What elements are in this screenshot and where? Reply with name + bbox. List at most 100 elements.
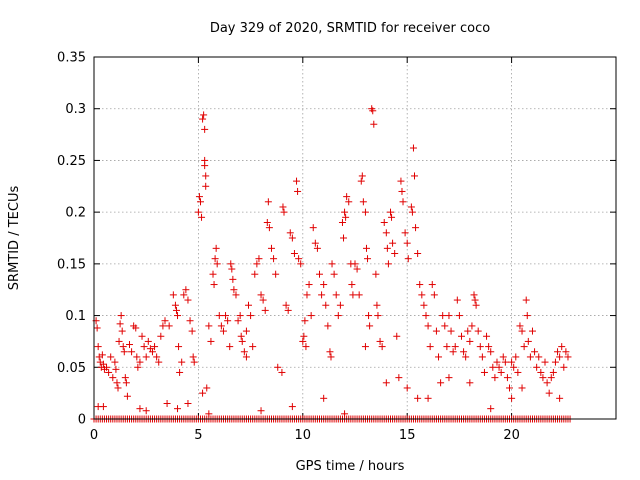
y-tick-label: 0.15 (57, 257, 86, 272)
data-point (299, 337, 307, 345)
data-point (205, 410, 213, 418)
data-point (199, 389, 207, 397)
data-point (439, 312, 447, 320)
data-point (499, 353, 507, 361)
data-point (493, 358, 501, 366)
data-point (117, 312, 125, 320)
data-point (485, 343, 493, 351)
data-point (120, 348, 128, 356)
data-point (175, 343, 183, 351)
data-point (98, 351, 106, 359)
data-point (203, 384, 211, 392)
data-point (537, 368, 545, 376)
data-point (99, 403, 107, 411)
data-point (247, 312, 255, 320)
data-point (178, 358, 186, 366)
data-point (212, 244, 220, 252)
data-point (560, 363, 568, 371)
data-point (549, 368, 557, 376)
data-point (518, 327, 526, 335)
data-point (140, 343, 148, 351)
data-point (457, 332, 465, 340)
data-point (437, 379, 445, 387)
data-point (270, 255, 278, 263)
data-point (445, 374, 453, 382)
data-point (340, 234, 348, 242)
data-point (148, 348, 156, 356)
data-point (489, 363, 497, 371)
data-point (257, 407, 265, 415)
data-point (372, 270, 380, 278)
data-point (115, 337, 123, 345)
data-point (468, 322, 476, 330)
data-point (380, 218, 388, 226)
data-point (105, 368, 113, 376)
data-point (424, 394, 432, 402)
y-axis-label: SRMTID / TECUs (7, 186, 22, 291)
data-point (355, 291, 363, 299)
data-point (219, 327, 227, 335)
data-point (176, 368, 184, 376)
data-point (556, 394, 564, 402)
data-point (361, 343, 369, 351)
data-point (441, 322, 449, 330)
data-point (416, 281, 424, 289)
data-point (222, 312, 230, 320)
data-point (520, 343, 528, 351)
data-point (428, 281, 436, 289)
data-point (332, 291, 340, 299)
data-point (345, 198, 353, 206)
data-point (259, 296, 267, 304)
data-point (121, 374, 129, 382)
data-point (182, 286, 190, 294)
data-point (195, 193, 203, 201)
data-point (265, 224, 273, 232)
data-point (184, 399, 192, 407)
data-point (466, 337, 474, 345)
data-point (483, 332, 491, 340)
data-point (280, 208, 288, 216)
data-point (138, 332, 146, 340)
data-point (447, 327, 455, 335)
data-point (558, 343, 566, 351)
data-point (535, 353, 543, 361)
data-point (297, 260, 305, 268)
data-point (327, 353, 335, 361)
data-point (341, 410, 349, 418)
data-point (551, 358, 559, 366)
data-point (334, 312, 342, 320)
data-point (128, 348, 136, 356)
data-point (408, 208, 416, 216)
data-point (562, 348, 570, 356)
data-point (122, 379, 130, 387)
data-point (238, 337, 246, 345)
y-tick-label: 0 (78, 413, 86, 428)
data-point (487, 405, 495, 413)
data-point (261, 306, 269, 314)
data-point (455, 312, 463, 320)
data-point (420, 301, 428, 309)
data-point (370, 120, 378, 128)
data-point (205, 322, 213, 330)
data-point (240, 348, 248, 356)
data-point (251, 270, 259, 278)
data-point (397, 177, 405, 185)
data-point (407, 203, 415, 211)
data-point (516, 322, 524, 330)
data-point (215, 312, 223, 320)
data-point (528, 327, 536, 335)
data-point (373, 301, 381, 309)
data-point (302, 343, 310, 351)
data-point (470, 291, 478, 299)
data-point (309, 224, 317, 232)
data-point (144, 337, 152, 345)
data-point (328, 260, 336, 268)
data-point (113, 379, 121, 387)
data-point (190, 358, 198, 366)
data-point (198, 213, 206, 221)
data-point (99, 360, 107, 368)
data-point (209, 270, 217, 278)
data-point (157, 332, 165, 340)
data-point (228, 265, 236, 273)
